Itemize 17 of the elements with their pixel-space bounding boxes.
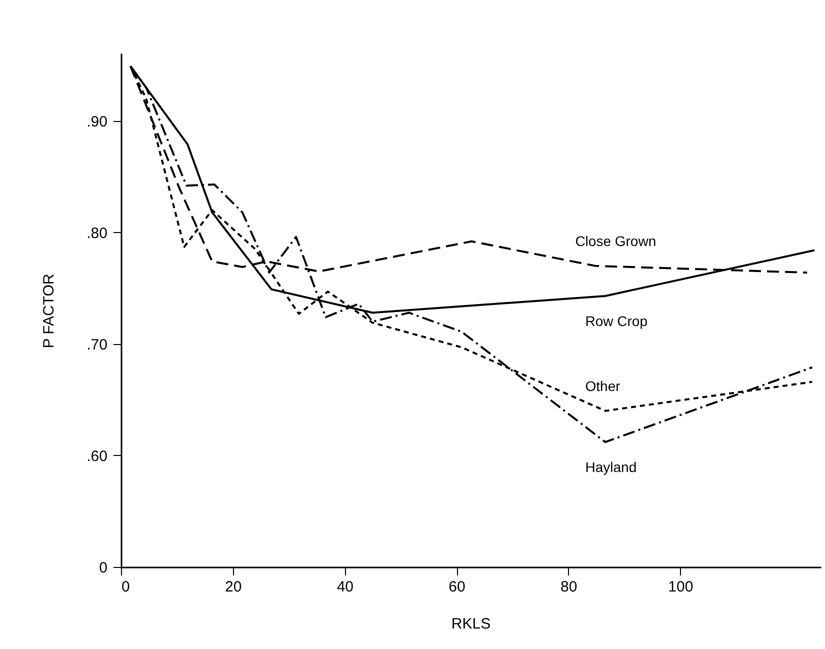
series-label: Row Crop (585, 313, 648, 329)
y-tick-label: .70 (86, 336, 108, 354)
x-tick-label: 20 (224, 578, 242, 596)
x-tick-label: 60 (448, 578, 466, 596)
series-label: Other (585, 378, 621, 394)
y-axis-title: P FACTOR (40, 274, 58, 348)
x-tick-label: 40 (336, 578, 354, 596)
series-label: Hayland (585, 459, 637, 476)
x-tick-label: 100 (668, 578, 694, 596)
x-tick-label: 80 (560, 578, 578, 596)
y-tick-label: .60 (86, 448, 108, 465)
x-axis-title: RKLS (451, 616, 491, 632)
series-label: Close Grown (575, 232, 656, 249)
y-tick-label: .90 (86, 113, 108, 130)
y-tick-label: 0 (99, 560, 108, 576)
y-tick-label: .80 (86, 224, 108, 242)
x-tick-label: 0 (122, 578, 130, 596)
